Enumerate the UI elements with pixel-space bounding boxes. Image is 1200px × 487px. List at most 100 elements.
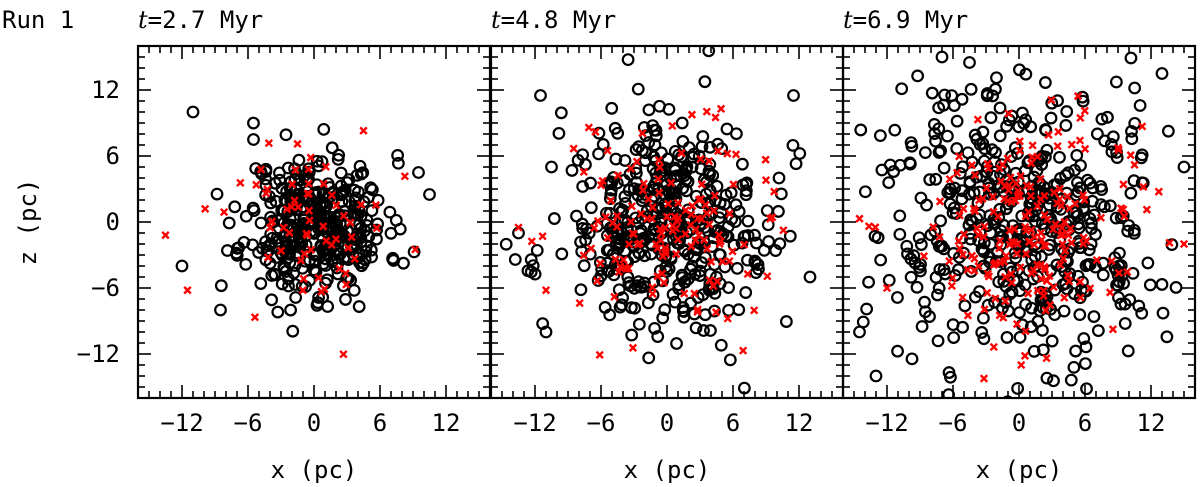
- data-point-cross: [1057, 201, 1066, 210]
- data-point-cross: [688, 201, 697, 211]
- data-point-circle: [914, 238, 928, 251]
- data-point-circle: [934, 239, 948, 253]
- data-point-cross: [1076, 277, 1085, 286]
- data-point-circle: [862, 275, 875, 289]
- data-point-circle: [882, 176, 896, 189]
- data-point-cross: [713, 146, 723, 156]
- data-point-circle: [935, 50, 949, 64]
- data-point-circle: [641, 296, 655, 310]
- x-tick-label: 0: [307, 409, 321, 437]
- data-point-cross: [1040, 241, 1049, 250]
- data-point-circle: [609, 152, 623, 166]
- data-point-cross: [1179, 239, 1189, 249]
- data-point-circle: [904, 252, 918, 266]
- data-point-cross: [200, 204, 210, 213]
- data-point-circle: [900, 239, 914, 253]
- data-point-circle: [1000, 331, 1014, 344]
- data-point-cross: [1075, 136, 1085, 145]
- x-tick-label: −6: [939, 409, 968, 437]
- data-point-circle: [275, 277, 289, 291]
- data-point-circle: [279, 240, 293, 254]
- data-point-circle: [736, 157, 749, 171]
- data-point-circle: [552, 126, 566, 140]
- data-point-circle: [675, 271, 689, 285]
- data-point-cross: [1015, 191, 1025, 201]
- data-point-circle: [723, 353, 737, 367]
- data-point-cross: [648, 289, 657, 298]
- data-point-circle: [269, 176, 282, 190]
- data-point-circle: [1033, 20, 1044, 31]
- data-point-cross: [638, 186, 648, 195]
- data-point-circle: [315, 155, 329, 168]
- data-point-cross: [1037, 235, 1046, 245]
- data-point-cross: [725, 256, 734, 266]
- data-point-cross: [236, 178, 245, 188]
- data-point-cross: [1023, 289, 1033, 298]
- data-point-circle: [1015, 106, 1029, 120]
- data-point-cross: [305, 216, 314, 225]
- data-point-cross: [655, 224, 665, 234]
- data-point-circle: [989, 146, 1002, 159]
- data-point-cross: [1056, 260, 1065, 270]
- data-point-circle: [237, 235, 251, 249]
- data-point-cross: [653, 272, 662, 281]
- data-point-circle: [964, 82, 978, 96]
- data-point-cross: [662, 212, 672, 221]
- data-point-circle: [1024, 120, 1038, 134]
- x-tick-label: 6: [373, 409, 387, 437]
- data-point-cross: [296, 256, 305, 265]
- data-point-cross: [601, 212, 610, 222]
- data-point-cross: [731, 150, 741, 159]
- data-point-cross: [299, 274, 308, 283]
- data-point-cross: [341, 269, 350, 278]
- data-point-cross: [1130, 160, 1139, 169]
- data-point-cross: [687, 110, 697, 119]
- data-point-cross: [1142, 205, 1152, 214]
- data-point-cross: [628, 343, 638, 352]
- data-point-cross: [673, 198, 683, 208]
- data-point-circle: [619, 196, 632, 210]
- data-point-cross: [974, 262, 983, 271]
- data-point-cross: [1053, 199, 1062, 208]
- data-point-cross: [1020, 351, 1030, 360]
- data-point-cross: [606, 196, 616, 205]
- data-point-circle: [342, 195, 356, 208]
- data-point-circle: [1141, 256, 1155, 270]
- data-point-cross: [590, 223, 599, 233]
- data-point-cross: [1063, 271, 1072, 280]
- data-point-cross: [693, 305, 702, 314]
- data-point-cross: [711, 308, 721, 317]
- data-point-cross: [955, 244, 964, 253]
- data-point-cross: [723, 149, 732, 158]
- data-point-circle: [354, 167, 368, 181]
- data-point-cross: [1120, 212, 1129, 221]
- data-point-circle: [1053, 150, 1066, 164]
- data-point-cross: [287, 202, 296, 212]
- data-point-circle: [918, 146, 932, 159]
- data-point-circle: [584, 201, 598, 215]
- data-point-cross: [1123, 267, 1132, 277]
- data-point-cross: [1049, 225, 1058, 234]
- data-point-cross: [1079, 239, 1088, 249]
- data-point-cross: [252, 180, 261, 189]
- data-point-circle: [932, 146, 946, 159]
- panel-points: [853, 20, 1191, 398]
- data-point-circle: [1090, 127, 1104, 141]
- data-point-circle: [279, 128, 293, 142]
- data-point-cross: [694, 231, 703, 240]
- data-point-circle: [858, 185, 872, 199]
- data-point-cross: [595, 350, 604, 360]
- data-point-cross: [1055, 184, 1064, 193]
- data-point-circle: [254, 277, 268, 290]
- data-point-circle: [386, 251, 400, 265]
- data-point-circle: [230, 246, 243, 260]
- data-point-cross: [1107, 256, 1116, 266]
- data-point-circle: [853, 325, 866, 339]
- data-point-circle: [1122, 219, 1136, 232]
- data-point-circle: [1128, 81, 1142, 95]
- data-point-circle: [1048, 308, 1062, 322]
- data-point-circle: [1044, 111, 1058, 125]
- data-point-cross: [1006, 173, 1015, 182]
- data-point-cross: [514, 223, 523, 232]
- data-point-circle: [621, 221, 634, 234]
